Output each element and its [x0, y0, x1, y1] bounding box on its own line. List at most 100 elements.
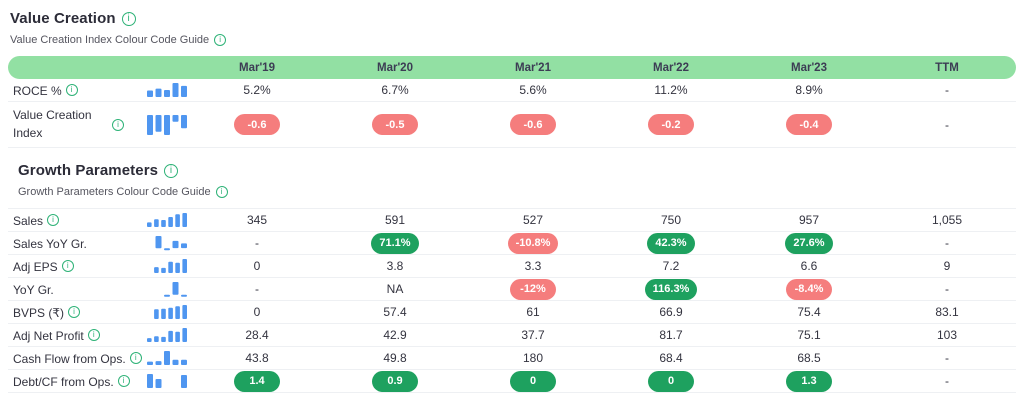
info-icon[interactable]: i	[121, 11, 136, 26]
table-row: Debt/CF from Ops. i 1.4 0.9 0 0 1.3 -	[8, 370, 1016, 393]
row-label-cell: YoY Gr.	[8, 278, 146, 301]
value-cell: 345	[188, 208, 326, 232]
value-cell: -	[878, 102, 1016, 148]
value-pill: 71.1%	[371, 232, 419, 254]
value-cell: 6.7%	[326, 79, 464, 102]
growth-parameters-section: Growth Parameters i Growth Parameters Co…	[8, 162, 1016, 393]
value-cell: 3.3	[464, 255, 602, 278]
row-label: ROCE %	[13, 83, 62, 98]
row-label: Sales	[13, 213, 44, 228]
column-header: Mar'21	[464, 56, 602, 79]
info-icon[interactable]: i	[47, 214, 60, 227]
value-cell: 37.7	[464, 324, 602, 347]
table-row: YoY Gr. - NA -12% 116.3% -8.4% -	[8, 278, 1016, 301]
value-cell: 75.1	[740, 324, 878, 347]
trend-sparkline	[146, 278, 188, 301]
value-cell: 527	[464, 208, 602, 232]
value-cell: 7.2	[602, 255, 740, 278]
value-cell: -0.5	[326, 102, 464, 148]
value-cell: 66.9	[602, 301, 740, 324]
value-cell: 1,055	[878, 208, 1016, 232]
column-header-spacer	[146, 56, 188, 79]
data-table: Sales i 345 591 527 750 957 1,055 Sales YoY Gr. -…	[8, 208, 1016, 393]
value-cell: 43.8	[188, 347, 326, 370]
value-cell: 116.3%	[602, 278, 740, 301]
value-cell: 5.6%	[464, 79, 602, 102]
row-label: Cash Flow from Ops.	[13, 351, 126, 366]
value-cell: -	[878, 347, 1016, 370]
row-label-cell: Value Creation Index i	[8, 102, 146, 148]
value-cell: -	[878, 232, 1016, 255]
trend-sparkline	[146, 324, 188, 347]
info-icon[interactable]: i	[214, 34, 227, 46]
row-label-cell: BVPS (₹) i	[8, 301, 146, 324]
value-cell: 8.9%	[740, 79, 878, 102]
column-header-row: Mar'19 Mar'20 Mar'21 Mar'22 Mar'23 TTM	[8, 56, 1016, 79]
value-pill: -0.6	[234, 114, 280, 135]
info-icon[interactable]: i	[112, 118, 124, 131]
value-pill: -0.6	[510, 114, 556, 135]
info-icon[interactable]: i	[67, 306, 80, 319]
value-cell: 68.5	[740, 347, 878, 370]
trend-sparkline-svg	[147, 374, 187, 388]
value-cell: 0	[188, 301, 326, 324]
value-cell: 49.8	[326, 347, 464, 370]
value-pill: 1.3	[786, 370, 832, 392]
value-cell: 75.4	[740, 301, 878, 324]
value-pill: -12%	[510, 278, 556, 300]
row-label-cell: Adj EPS i	[8, 255, 146, 278]
row-label: Sales YoY Gr.	[13, 236, 87, 251]
value-cell: -0.6	[464, 102, 602, 148]
value-pill: 42.3%	[647, 232, 695, 254]
row-label-cell: Sales i	[8, 208, 146, 232]
trend-sparkline-svg	[154, 305, 187, 319]
info-icon[interactable]: i	[215, 186, 228, 198]
value-cell: 9	[878, 255, 1016, 278]
column-header: TTM	[878, 56, 1016, 79]
info-icon[interactable]: i	[61, 260, 74, 273]
value-cell: 6.6	[740, 255, 878, 278]
value-pill: -8.4%	[786, 278, 832, 300]
section-subtitle: Value Creation Index Colour Code Guide i	[10, 34, 1016, 46]
row-label: Adj EPS	[13, 259, 58, 274]
section-subtitle: Growth Parameters Colour Code Guide i	[18, 186, 1016, 198]
value-cell: 61	[464, 301, 602, 324]
value-cell: -	[878, 370, 1016, 393]
table-row: BVPS (₹) i 0 57.4 61 66.9 75.4 83.1	[8, 301, 1016, 324]
trend-sparkline	[146, 301, 188, 324]
row-label: Value Creation Index	[13, 108, 92, 140]
trend-sparkline	[146, 347, 188, 370]
value-cell: -0.4	[740, 102, 878, 148]
value-pill: -10.8%	[507, 232, 559, 254]
value-cell: NA	[326, 278, 464, 301]
value-cell: 83.1	[878, 301, 1016, 324]
value-cell: 57.4	[326, 301, 464, 324]
row-label: Debt/CF from Ops.	[13, 374, 114, 389]
row-label-cell: Cash Flow from Ops. i	[8, 347, 146, 370]
trend-sparkline	[146, 255, 188, 278]
value-cell: 750	[602, 208, 740, 232]
value-cell: 42.3%	[602, 232, 740, 255]
value-cell: 5.2%	[188, 79, 326, 102]
section-title-text: Value Creation	[10, 10, 116, 27]
value-pill: 1.4	[234, 370, 280, 392]
info-icon[interactable]: i	[65, 84, 78, 97]
column-header: Mar'20	[326, 56, 464, 79]
value-creation-section: Value Creation i Value Creation Index Co…	[8, 10, 1016, 148]
info-icon[interactable]: i	[129, 352, 142, 365]
section-header: Growth Parameters i Growth Parameters Co…	[18, 162, 1016, 198]
trend-sparkline	[146, 370, 188, 393]
value-cell: -0.2	[602, 102, 740, 148]
info-icon[interactable]: i	[164, 163, 179, 178]
value-pill: -0.4	[786, 114, 832, 135]
section-subtitle-text: Value Creation Index Colour Code Guide	[10, 34, 210, 46]
value-pill: -0.5	[372, 114, 418, 135]
info-icon[interactable]: i	[117, 375, 130, 388]
value-cell: 180	[464, 347, 602, 370]
value-cell: 0	[602, 370, 740, 393]
row-label-cell: ROCE % i	[8, 79, 146, 102]
info-icon[interactable]: i	[87, 329, 100, 342]
value-cell: 1.4	[188, 370, 326, 393]
value-pill: 27.6%	[785, 232, 833, 254]
value-pill: 0	[510, 370, 556, 392]
